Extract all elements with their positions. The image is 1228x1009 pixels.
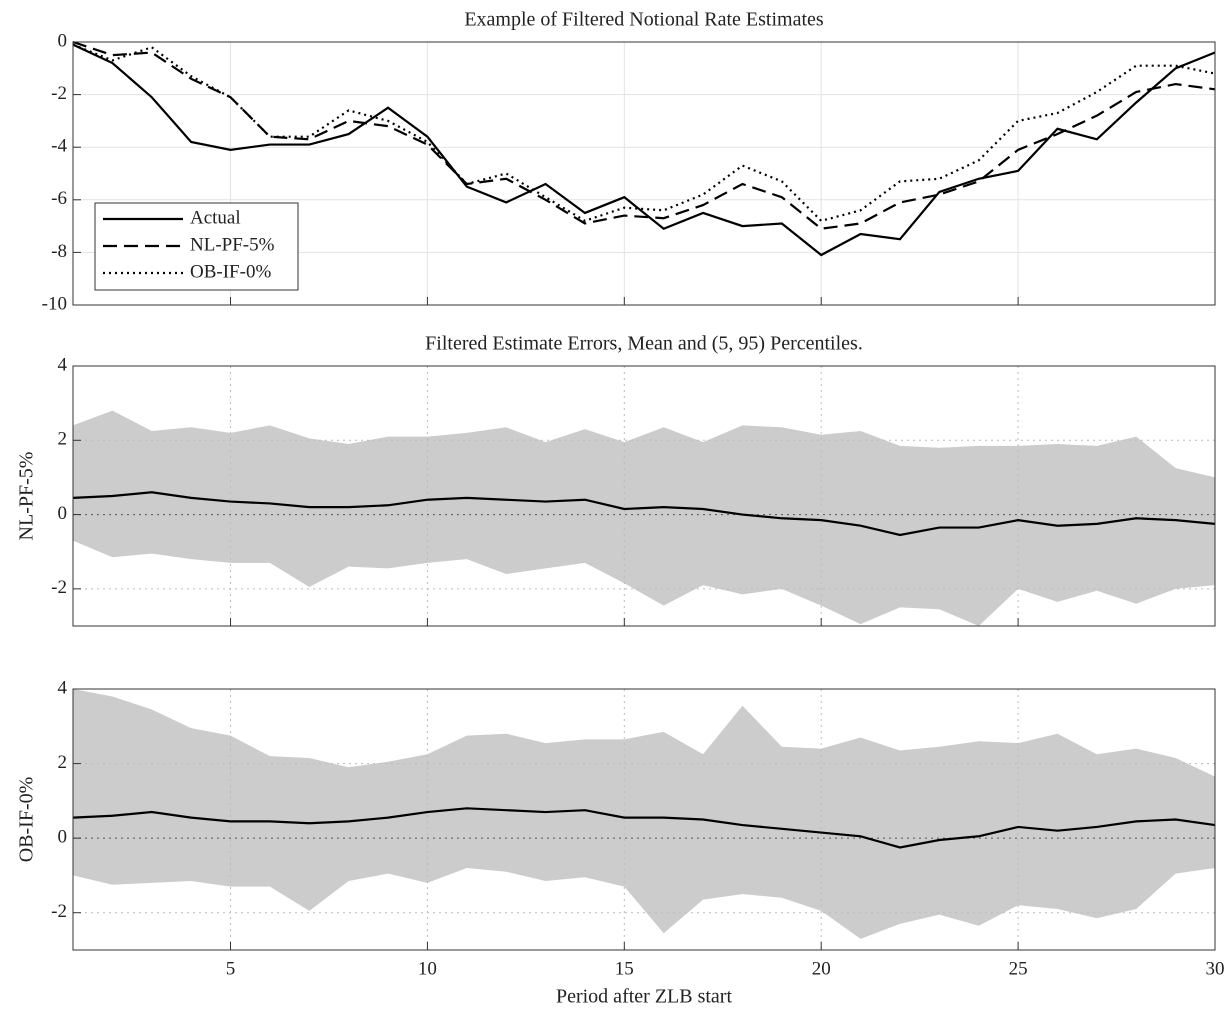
series-line bbox=[72, 491, 1216, 537]
percentile-band bbox=[73, 410, 1215, 626]
panel-title: Filtered Estimate Errors, Mean and (5, 9… bbox=[425, 333, 863, 355]
y-axis-label: OB-IF-0% bbox=[16, 777, 38, 863]
y-axis-label: NL-PF-5% bbox=[16, 452, 38, 541]
legend-label: NL-PF-5% bbox=[190, 234, 275, 255]
legend-label: Actual bbox=[190, 207, 241, 228]
plot-frame bbox=[72, 688, 1216, 951]
plot-frame bbox=[72, 365, 1216, 627]
x-axis-label: Period after ZLB start bbox=[556, 986, 732, 1008]
y-tick-label: 4 bbox=[58, 354, 68, 375]
series-line bbox=[72, 40, 1216, 230]
y-tick-label: 0 bbox=[58, 827, 68, 848]
x-tick-label: 20 bbox=[812, 958, 831, 979]
x-tick-label: 25 bbox=[1009, 958, 1028, 979]
y-tick-label: -4 bbox=[51, 136, 67, 157]
y-tick-label: -2 bbox=[51, 83, 67, 104]
x-tick-label: 10 bbox=[418, 958, 437, 979]
y-tick-label: -6 bbox=[51, 188, 67, 209]
plot-frame bbox=[72, 41, 1216, 306]
percentile-band bbox=[73, 689, 1215, 939]
series-line bbox=[72, 43, 1216, 257]
y-tick-label: -10 bbox=[42, 293, 67, 314]
legend-label: OB-IF-0% bbox=[190, 261, 271, 282]
series-line bbox=[72, 43, 1216, 223]
x-tick-label: 15 bbox=[615, 958, 634, 979]
y-tick-label: 0 bbox=[58, 503, 68, 524]
y-tick-label: 0 bbox=[58, 30, 68, 51]
y-tick-label: -2 bbox=[51, 577, 67, 598]
y-tick-label: 2 bbox=[58, 429, 68, 450]
y-tick-label: 2 bbox=[58, 752, 68, 773]
series-line bbox=[72, 807, 1216, 849]
y-tick-label: -2 bbox=[51, 901, 67, 922]
panel-title: Example of Filtered Notional Rate Estima… bbox=[464, 9, 824, 31]
y-tick-label: 4 bbox=[58, 677, 68, 698]
x-tick-label: 5 bbox=[226, 958, 236, 979]
x-tick-label: 30 bbox=[1206, 958, 1225, 979]
y-tick-label: -8 bbox=[51, 241, 67, 262]
